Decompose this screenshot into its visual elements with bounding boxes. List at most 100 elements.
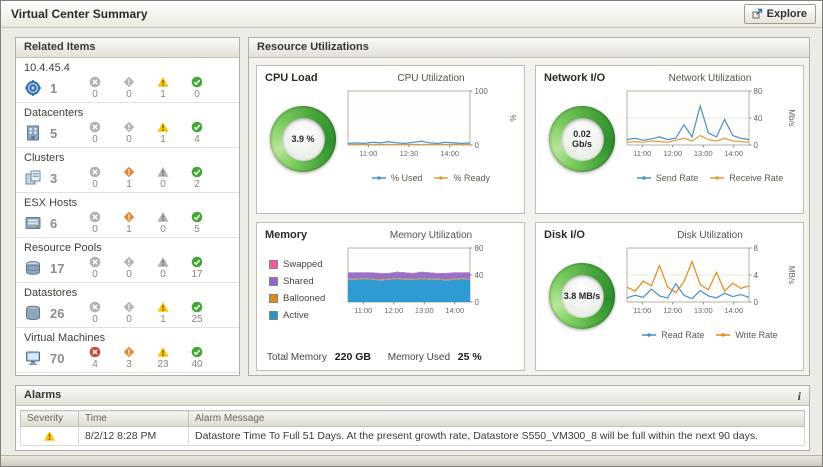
related-item-row[interactable]: Clusters 3 0 1 0 2 (16, 148, 239, 193)
alarm-severity-cell (20, 426, 79, 446)
normal-status-cell[interactable]: 5 (180, 211, 214, 235)
network-utilization-chart-title: Network Utilization (668, 73, 752, 84)
related-item-row[interactable]: Resource Pools 17 0 0 0 17 (16, 238, 239, 283)
related-item-label[interactable]: Datacenters (24, 107, 84, 119)
fatal-status-cell[interactable]: 0 (78, 301, 112, 325)
disk-io-gauge-value: 3.8 MB/s (560, 274, 604, 318)
related-item-label[interactable]: Datastores (24, 287, 78, 299)
network-io-title: Network I/O (544, 72, 606, 84)
warning-status-cell[interactable]: 0 (146, 256, 180, 280)
warning-status-cell[interactable]: 1 (146, 301, 180, 325)
fatal-status-cell[interactable]: 0 (78, 76, 112, 100)
explore-icon (751, 8, 763, 20)
fatal-status-cell[interactable]: 0 (78, 166, 112, 190)
alarms-col-time[interactable]: Time (78, 410, 189, 427)
explore-button[interactable]: Explore (743, 4, 816, 24)
fatal-icon (89, 256, 101, 268)
normal-status-cell[interactable]: 0 (180, 76, 214, 100)
memory-totals: Total Memory 220 GB Memory Used 25 % (267, 351, 496, 363)
disk-io-gauge[interactable]: 3.8 MB/s (549, 263, 615, 329)
memory-used-value: 25 % (457, 351, 482, 363)
info-icon[interactable]: i (797, 388, 801, 403)
warning-status-cell[interactable]: 0 (146, 166, 180, 190)
status-count: 0 (92, 224, 98, 235)
network-io-box: Network I/O Network Utilization 0.02 Gb/… (535, 65, 804, 214)
status-count: 0 (92, 314, 98, 325)
fatal-status-cell[interactable]: 0 (78, 211, 112, 235)
critical-icon (123, 256, 135, 268)
related-item-row[interactable]: 10.4.45.4 1 0 0 1 0 (16, 58, 239, 103)
critical-status-cell[interactable]: 1 (112, 211, 146, 235)
critical-status-cell[interactable]: 0 (112, 256, 146, 280)
critical-icon (123, 211, 135, 223)
warning-status-cell[interactable]: 1 (146, 121, 180, 145)
fatal-status-cell[interactable]: 0 (78, 256, 112, 280)
cpu-utilization-chart[interactable]: 0 100% 11:00 12:30 14:00 (345, 85, 517, 169)
alarm-row[interactable]: 8/2/12 8:28 PM Datastore Time To Full 51 … (20, 426, 805, 446)
memory-legend-item: Active (269, 310, 325, 321)
critical-icon (123, 301, 135, 313)
alarms-col-message[interactable]: Alarm Message (188, 410, 805, 427)
related-item-label[interactable]: Virtual Machines (24, 332, 106, 344)
warning-status-cell[interactable]: 1 (146, 76, 180, 100)
critical-icon (123, 76, 135, 88)
alarms-col-severity[interactable]: Severity (20, 410, 79, 427)
alarm-time: 8/2/12 8:28 PM (78, 426, 189, 446)
memory-title: Memory (265, 229, 308, 241)
critical-status-cell[interactable]: 0 (112, 76, 146, 100)
related-item-row[interactable]: Datacenters 5 0 0 1 4 (16, 103, 239, 148)
related-item-count: 3 (50, 170, 58, 186)
normal-icon (191, 76, 203, 88)
related-item-row[interactable]: Datastores 26 0 0 1 25 (16, 283, 239, 328)
svg-text:100: 100 (475, 87, 489, 96)
memory-chart-legend: Swapped Shared Ballooned Active (269, 259, 325, 327)
datastore-icon (24, 304, 50, 322)
svg-text:14:00: 14:00 (440, 149, 459, 158)
related-item-row[interactable]: Virtual Machines 70 4 3 23 40 (16, 328, 239, 373)
page-header-bar: Virtual Center Summary Explore (1, 1, 822, 28)
esx-host-icon (24, 214, 50, 232)
related-item-label[interactable]: ESX Hosts (24, 197, 78, 209)
network-utilization-chart[interactable]: 0 40 80 Mb/s 11:00 12:00 13:00 14:00 (624, 85, 796, 169)
memory-utilization-chart[interactable]: 0 40 80 11:00 12:00 13:00 14:00 (345, 242, 517, 326)
footer-strip (1, 455, 822, 466)
legend-item: Write Rate (716, 330, 778, 340)
fatal-status-cell[interactable]: 0 (78, 121, 112, 145)
network-io-gauge[interactable]: 0.02 Gb/s (549, 106, 615, 172)
critical-status-cell[interactable]: 0 (112, 301, 146, 325)
related-item-label[interactable]: Clusters (24, 152, 65, 164)
fatal-status-cell[interactable]: 4 (78, 346, 112, 370)
status-count: 4 (92, 359, 98, 370)
status-count: 0 (126, 89, 132, 100)
critical-status-cell[interactable]: 0 (112, 121, 146, 145)
related-item-count: 1 (50, 80, 58, 96)
svg-text:40: 40 (475, 271, 484, 280)
warning-status-cell[interactable]: 23 (146, 346, 180, 370)
critical-status-cell[interactable]: 3 (112, 346, 146, 370)
normal-status-cell[interactable]: 25 (180, 301, 214, 325)
normal-status-cell[interactable]: 40 (180, 346, 214, 370)
cpu-utilization-chart-title: CPU Utilization (397, 73, 465, 84)
status-count: 0 (126, 134, 132, 145)
svg-text:%: % (508, 114, 517, 121)
svg-text:14:00: 14:00 (445, 306, 464, 315)
related-item-label[interactable]: 10.4.45.4 (24, 62, 70, 74)
svg-text:0: 0 (475, 141, 480, 150)
normal-status-cell[interactable]: 2 (180, 166, 214, 190)
normal-icon (191, 301, 203, 313)
cpu-chart-legend: % Used % Ready (345, 173, 517, 183)
cpu-load-gauge[interactable]: 3.9 % (270, 106, 336, 172)
related-item-row[interactable]: ESX Hosts 6 0 1 0 5 (16, 193, 239, 238)
legend-swatch (269, 294, 278, 303)
related-item-label[interactable]: Resource Pools (24, 242, 102, 254)
status-count: 25 (191, 314, 203, 325)
normal-status-cell[interactable]: 4 (180, 121, 214, 145)
cluster-icon (24, 169, 50, 187)
legend-swatch (269, 311, 278, 320)
warning-status-cell[interactable]: 0 (146, 211, 180, 235)
normal-status-cell[interactable]: 17 (180, 256, 214, 280)
disk-utilization-chart[interactable]: 0 4 8 MB/s 11:00 12:00 13:00 14:00 (624, 242, 796, 326)
explore-label: Explore (766, 8, 807, 20)
critical-status-cell[interactable]: 1 (112, 166, 146, 190)
svg-text:13:00: 13:00 (694, 306, 713, 315)
